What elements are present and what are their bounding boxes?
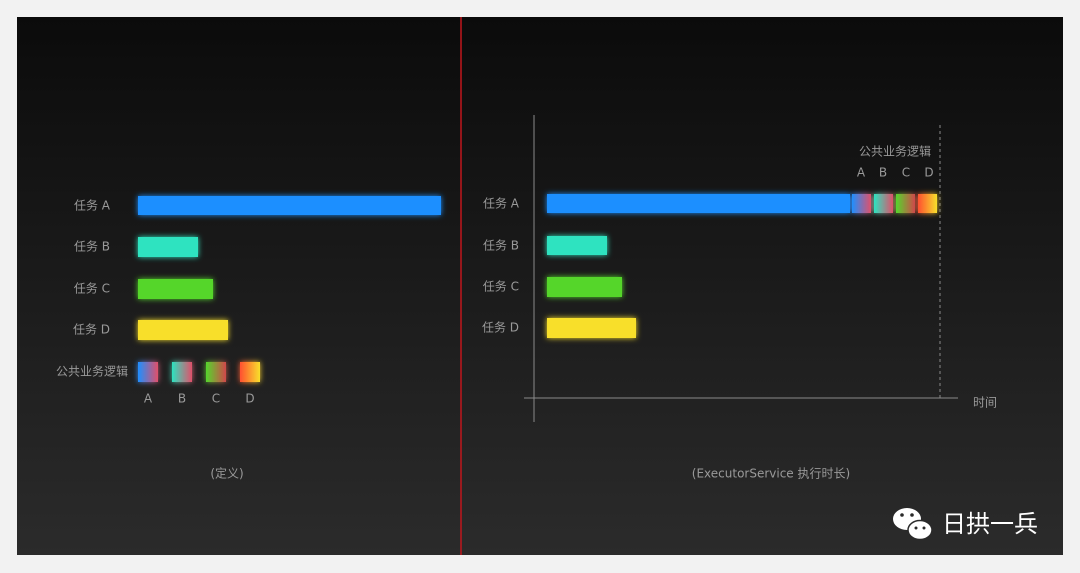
task-label: 任务 A xyxy=(74,198,111,213)
bar xyxy=(138,320,228,340)
bar xyxy=(138,279,213,299)
bar xyxy=(547,277,622,297)
part-label: A xyxy=(857,166,866,180)
part-label: C xyxy=(902,166,910,180)
part xyxy=(138,362,158,382)
wechat-icon xyxy=(893,508,933,541)
common-label: 公共业务逻辑 xyxy=(56,364,128,379)
caption: (ExecutorService 执行时长) xyxy=(692,467,850,481)
part-label: B xyxy=(879,166,887,180)
part xyxy=(172,362,192,382)
task-label: 任务 D xyxy=(73,322,110,337)
task-label: 任务 C xyxy=(74,281,110,296)
part xyxy=(874,194,893,213)
bar xyxy=(547,236,607,255)
task-label: 任务 D xyxy=(482,320,519,335)
part xyxy=(918,194,937,213)
part-label: D xyxy=(924,166,933,180)
part-label: D xyxy=(245,392,254,406)
part-label: C xyxy=(212,392,220,406)
part xyxy=(206,362,226,382)
part xyxy=(852,194,871,213)
task-label: 任务 B xyxy=(74,239,110,254)
caption: (定义) xyxy=(210,466,243,481)
part-label: A xyxy=(144,392,153,406)
bar xyxy=(547,318,636,338)
right-bars xyxy=(547,194,937,338)
bar xyxy=(547,194,850,213)
part-label: B xyxy=(178,392,186,406)
task-label: 任务 C xyxy=(483,279,519,294)
watermark: 日拱一兵 xyxy=(942,510,1038,538)
part xyxy=(240,362,260,382)
task-label: 任务 B xyxy=(483,238,519,253)
axis-label: 时间 xyxy=(973,396,997,410)
bar xyxy=(138,196,441,215)
part xyxy=(896,194,915,213)
common-label: 公共业务逻辑 xyxy=(859,144,931,159)
task-label: 任务 A xyxy=(483,196,520,211)
bar xyxy=(138,237,198,257)
left-bars xyxy=(138,196,441,382)
